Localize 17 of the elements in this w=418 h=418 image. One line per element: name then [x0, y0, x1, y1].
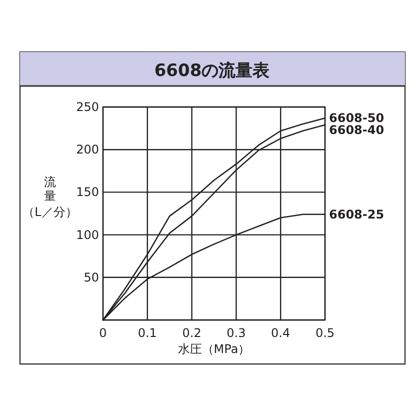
- y-tick-label: 200: [76, 142, 99, 157]
- x-axis-title: 水圧（MPa）: [178, 342, 250, 356]
- y-tick-label: 100: [76, 228, 99, 242]
- y-tick-label: 250: [76, 100, 99, 114]
- series-label: 6608-40: [329, 123, 384, 138]
- y-axis-title: 流量（L／分）: [22, 175, 78, 219]
- chart-title: 6608の流量表: [154, 61, 271, 81]
- x-tick-label: 0.4: [271, 326, 290, 340]
- x-tick-label: 0.2: [182, 326, 202, 340]
- series-label: 6608-50: [329, 111, 384, 126]
- x-tick-label: 0: [99, 326, 107, 340]
- y-tick-label: 150: [76, 185, 99, 200]
- x-tick-label: 0.5: [315, 326, 335, 340]
- y-tick-label: 50: [84, 270, 99, 284]
- series-label: 6608-25: [329, 207, 384, 222]
- x-tick-label: 0.1: [138, 326, 157, 340]
- x-tick-label: 0.3: [226, 326, 246, 340]
